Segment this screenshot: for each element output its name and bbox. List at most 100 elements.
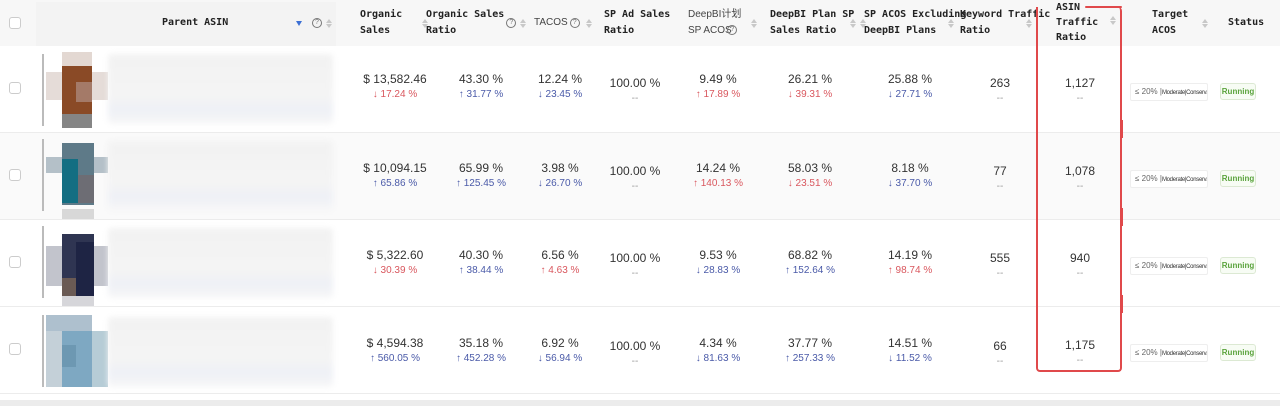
thumb-divider [42,139,44,211]
product-thumbnail[interactable] [46,222,108,306]
sort-icon[interactable] [1202,18,1209,28]
organic-sales-ratio-cell: 43.30 % ↑ 31.77 % [458,72,504,100]
parent-asin-header-bg [36,2,336,46]
sort-icon[interactable] [1110,16,1117,25]
deepbi-plan-sp-acos-cell: 14.24 % ↑ 140.13 % [692,161,744,189]
sp-ad-sales-ratio-cell: 100.00 % -- [609,339,661,367]
asin-traffic-ratio-cell: 1,175 -- [1064,338,1096,366]
help-icon[interactable]: ? [569,18,580,28]
sort-icon[interactable] [520,18,527,28]
help-icon[interactable]: ? [312,18,322,28]
keyword-traffic-ratio-cell: 66 -- [993,339,1007,367]
status-badge: Running [1220,257,1256,274]
thumb-divider [42,54,44,126]
sort-icon[interactable] [860,18,867,28]
sp-ad-sales-ratio-cell: 100.00 % -- [609,164,661,192]
sp-ad-sales-ratio-cell: 100.00 % -- [609,76,661,104]
asin-traffic-ratio-cell: 1,078 -- [1064,164,1096,192]
product-thumbnail[interactable] [46,135,108,219]
product-title-blurred[interactable] [108,54,333,124]
header-sp-acos-excluding-deepbi[interactable]: SP ACOS Excluding DeepBI Plans [864,9,967,36]
header-status: Status [1228,17,1265,28]
organic-sales-cell: $ 13,582.46 ↓ 17.24 % [363,72,427,100]
header-keyword-traffic-ratio[interactable]: Keyword Traffic Ratio [960,9,1051,36]
highlight-frame-top [1085,6,1122,8]
header-asin-traffic-ratio[interactable]: ASIN Traffic Ratio [1056,0,1117,46]
deepbi-plan-sp-sales-ratio-cell: 68.82 % ↑ 152.64 % [784,248,836,276]
table-row[interactable]: $ 4,594.38 ↑ 560.05 % 35.18 % ↑ 452.28 %… [0,307,1280,394]
deepbi-plan-sp-acos-cell: 4.34 % ↓ 81.63 % [695,336,741,364]
organic-sales-cell: $ 4,594.38 ↑ 560.05 % [366,336,424,364]
status-badge: Running [1220,344,1256,361]
target-acos-pill[interactable]: ≤ 20% |Moderate|Conservative [1130,170,1208,188]
filter-icon[interactable] [296,20,302,26]
header-target-acos[interactable]: Target ACOS [1152,0,1209,46]
target-acos-pill[interactable]: ≤ 20% |Moderate|Conservative [1130,257,1208,275]
header-organic-sales[interactable]: Organic Sales [360,0,429,46]
sort-sp-acos-excl [846,0,856,46]
sp-acos-excl-cell: 14.19 % ↑ 98.74 % [887,248,933,276]
product-thumbnail[interactable] [46,311,108,395]
help-icon[interactable]: ? [727,25,738,35]
asin-traffic-ratio-highlight-frame [1036,7,1122,372]
highlight-tick [1120,208,1123,226]
tacos-cell: 6.56 % ↑ 4.63 % [540,248,580,276]
product-thumbnail[interactable] [46,48,108,132]
thumb-divider [42,315,44,387]
thumb-divider [42,226,44,298]
highlight-tick [1120,295,1123,313]
sort-icon[interactable] [751,18,758,28]
product-title-blurred[interactable] [108,228,333,298]
row-checkbox[interactable] [9,343,21,355]
header-sp-ad-sales-ratio[interactable]: SP Ad Sales Ratio [604,9,671,36]
keyword-traffic-ratio-cell: 263 -- [989,76,1011,104]
keyword-traffic-ratio-cell: 77 -- [993,164,1007,192]
target-acos-pill[interactable]: ≤ 20% |Moderate|Conservative [1130,344,1208,362]
sort-icon[interactable] [422,18,429,28]
table-row[interactable]: $ 13,582.46 ↓ 17.24 % 43.30 % ↑ 31.77 % … [0,46,1280,133]
parent-asin-controls: ? [296,0,332,46]
deepbi-plan-sp-acos-cell: 9.53 % ↓ 28.83 % [695,248,741,276]
table-row[interactable]: $ 5,322.60 ↓ 30.39 % 40.30 % ↑ 38.44 % 6… [0,220,1280,307]
deepbi-plan-sp-sales-ratio-cell: 58.03 % ↓ 23.51 % [787,161,833,189]
deepbi-plan-sp-acos-cell: 9.49 % ↑ 17.89 % [695,72,741,100]
row-checkbox[interactable] [9,82,21,94]
tacos-cell: 12.24 % ↓ 23.45 % [537,72,583,100]
sp-acos-excl-cell: 14.51 % ↓ 11.52 % [887,336,933,364]
sp-acos-excl-cell: 25.88 % ↓ 27.71 % [887,72,933,100]
sort-icon[interactable] [585,18,592,28]
help-icon[interactable]: ? [506,18,517,28]
asin-traffic-ratio-cell: 1,127 -- [1064,76,1096,104]
header-organic-sales-ratio[interactable]: Organic Sales Ratio ? [426,0,527,46]
asin-traffic-ratio-cell: 940 -- [1069,251,1091,279]
sort-icon[interactable] [1026,18,1032,28]
organic-sales-ratio-cell: 40.30 % ↑ 38.44 % [458,248,504,276]
header-deepbi-plan-sp-acos[interactable]: DeepBI计划 SP ACOS ? [688,0,758,46]
sp-acos-excl-cell: 8.18 % ↓ 37.70 % [887,161,933,189]
table-row[interactable]: $ 10,094.15 ↑ 65.86 % 65.99 % ↑ 125.45 %… [0,133,1280,220]
organic-sales-ratio-cell: 35.18 % ↑ 452.28 % [455,336,507,364]
sort-icon[interactable] [948,18,954,28]
tacos-cell: 3.98 % ↓ 26.70 % [537,161,583,189]
organic-sales-cell: $ 5,322.60 ↓ 30.39 % [366,248,424,276]
sp-ad-sales-ratio-cell: 100.00 % -- [609,251,661,279]
deepbi-plan-sp-sales-ratio-cell: 26.21 % ↓ 39.31 % [787,72,833,100]
keyword-traffic-ratio-cell: 555 -- [989,251,1011,279]
product-title-blurred[interactable] [108,141,333,211]
tacos-cell: 6.92 % ↓ 56.94 % [537,336,583,364]
target-acos-pill[interactable]: ≤ 20% |Moderate|Conservative [1130,83,1208,101]
row-checkbox[interactable] [9,256,21,268]
header-tacos[interactable]: TACOS ? [534,0,592,46]
select-all-checkbox[interactable] [9,17,21,29]
product-title-blurred[interactable] [108,317,333,387]
status-badge: Running [1220,170,1256,187]
header-parent-asin[interactable]: Parent ASIN [162,17,229,28]
sort-icon[interactable] [850,18,856,28]
highlight-tick [1120,120,1123,138]
sort-keyword-traffic [944,0,954,46]
header-deepbi-plan-sp-sales-ratio[interactable]: DeepBI Plan SP Sales Ratio [770,0,867,46]
horizontal-scrollbar[interactable] [0,400,1280,406]
row-checkbox[interactable] [9,169,21,181]
sort-icon[interactable] [326,18,332,28]
